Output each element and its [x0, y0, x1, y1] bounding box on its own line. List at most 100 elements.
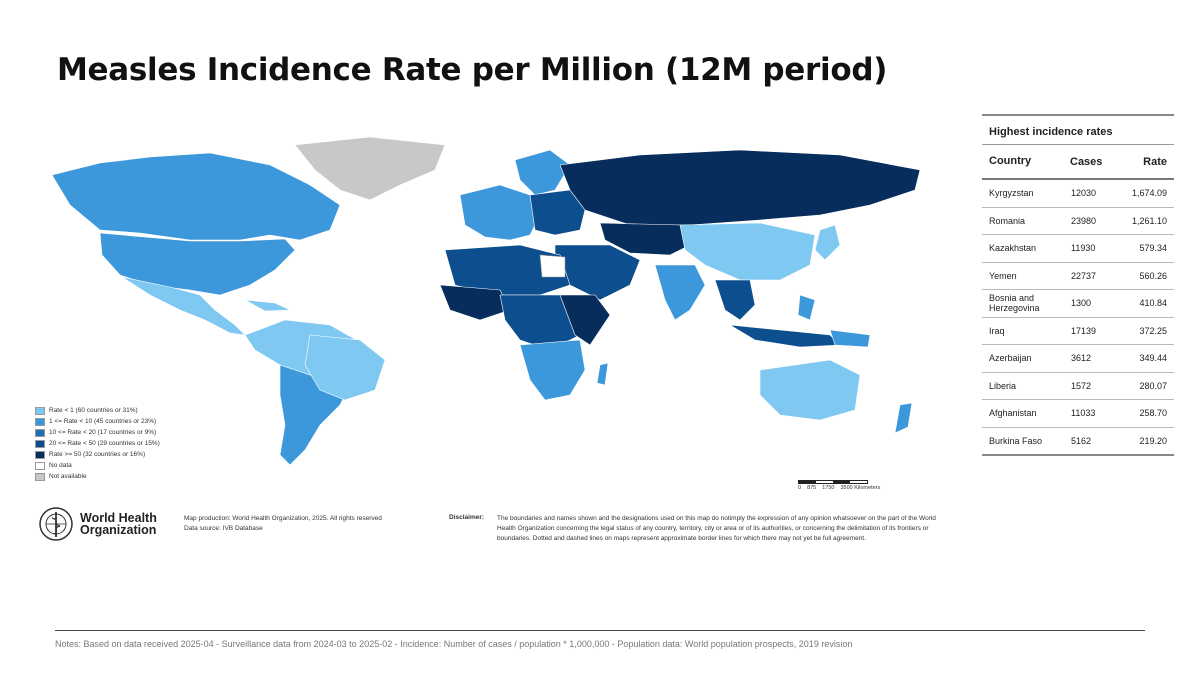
- legend-swatch: [35, 417, 45, 426]
- legend-swatch: [35, 428, 45, 437]
- cell-cases: 1572: [1071, 380, 1092, 391]
- table-row: Kazakhstan 11930 579.34: [982, 235, 1174, 263]
- disclaimer-text: The boundaries and names shown and the d…: [497, 515, 936, 542]
- footer-divider: [55, 630, 1145, 631]
- scale-label: 1750: [822, 485, 835, 491]
- cell-cases: 5162: [1071, 435, 1092, 446]
- cell-cases: 3612: [1071, 353, 1092, 364]
- map-legend: Rate < 1 (60 countries or 31%) 1 <= Rate …: [35, 405, 160, 482]
- cell-cases: 22737: [1071, 270, 1097, 281]
- legend-item: No data: [35, 460, 160, 471]
- table-row: Romania 23980 1,261.10: [982, 208, 1174, 235]
- region-brazil: [304, 334, 386, 401]
- table-row: Iraq 17139 372.25: [982, 318, 1174, 345]
- map-credits: Map production: World Health Organizatio…: [184, 514, 382, 534]
- legend-item: 20 <= Rate < 50 (29 countries or 15%): [35, 438, 160, 449]
- region-papua: [829, 329, 871, 348]
- table-row: Yemen 22737 560.26: [982, 263, 1174, 290]
- table-body: Kyrgyzstan 12030 1,674.09 Romania 23980 1,261…: [982, 180, 1174, 454]
- cell-cases: 11930: [1071, 243, 1096, 254]
- credits-production: Map production: World Health Organizatio…: [184, 515, 382, 522]
- region-africa-south: [519, 339, 586, 401]
- region-southeast-asia: [714, 279, 756, 321]
- cell-rate: 219.20: [1139, 435, 1167, 446]
- disclaimer-label: Disclaimer:: [449, 514, 485, 521]
- region-japan: [814, 224, 841, 261]
- legend-label: No data: [49, 462, 72, 469]
- region-caribbean: [244, 299, 291, 312]
- scale-label: 875: [807, 485, 817, 491]
- cell-rate: 1,674.09: [1131, 188, 1167, 199]
- cell-rate: 579.34: [1139, 243, 1167, 254]
- cell-rate: 372.25: [1139, 325, 1167, 336]
- scale-bar: 0 875 1750 3500 Kilometers: [798, 478, 880, 491]
- region-madagascar: [596, 362, 609, 386]
- legend-swatch: [35, 450, 45, 459]
- region-australia: [759, 359, 861, 421]
- table-row: Liberia 1572 280.07: [982, 373, 1174, 400]
- cell-rate: 349.44: [1139, 353, 1167, 364]
- who-emblem-icon: [39, 507, 73, 541]
- legend-label: Rate < 1 (60 countries or 31%): [49, 407, 138, 414]
- table-title: Highest incidence rates: [982, 116, 1174, 145]
- table-row: Azerbaijan 3612 349.44: [982, 345, 1174, 373]
- region-india: [654, 264, 706, 321]
- region-usa: [99, 232, 296, 296]
- cell-country: Azerbaijan: [989, 353, 1032, 364]
- cell-country: Yemen: [989, 270, 1017, 281]
- scale-label: 0: [798, 485, 802, 491]
- table-row: Burkina Faso 5162 219.20: [982, 428, 1174, 455]
- cell-country: Bosnia and Herzegovina: [989, 293, 1040, 314]
- cell-rate: 258.70: [1139, 408, 1167, 419]
- legend-label: Rate >= 50 (32 countries or 16%): [49, 451, 146, 458]
- region-philippines: [797, 294, 816, 321]
- who-logo: World Health Organization: [38, 506, 157, 542]
- header-cases: Cases: [1070, 156, 1103, 168]
- cell-country: Iraq: [989, 325, 1005, 336]
- region-europe-west: [459, 184, 541, 241]
- credits-source: Data source: IVB Database: [184, 525, 263, 532]
- cell-rate: 280.07: [1139, 380, 1167, 391]
- cell-country: Afghanistan: [989, 408, 1037, 419]
- cell-cases: 23980: [1071, 215, 1097, 226]
- cell-cases: 17139: [1071, 325, 1097, 336]
- region-indonesia: [729, 324, 841, 348]
- legend-label: 10 <= Rate < 20 (17 countries or 9%): [49, 429, 157, 436]
- legend-item: Rate < 1 (60 countries or 31%): [35, 405, 160, 416]
- legend-label: 20 <= Rate < 50 (29 countries or 15%): [49, 440, 160, 447]
- region-africa-west: [439, 284, 511, 321]
- who-name-line2: Organization: [80, 523, 157, 537]
- cell-rate: 410.84: [1139, 298, 1167, 309]
- world-map: [51, 136, 921, 466]
- legend-item: 10 <= Rate < 20 (17 countries or 9%): [35, 427, 160, 438]
- footer-notes: Notes: Based on data received 2025-04 - …: [55, 639, 853, 649]
- header-country: Country: [989, 155, 1032, 167]
- who-name-line1: World Health: [80, 511, 157, 525]
- legend-label: Not available: [49, 473, 87, 480]
- region-africa-east: [559, 294, 611, 346]
- legend-swatch: [35, 461, 45, 470]
- cell-country: Kazakhstan: [989, 243, 1037, 254]
- cell-country: Kyrgyzstan: [989, 188, 1034, 199]
- legend-swatch: [35, 472, 45, 481]
- region-scandinavia: [514, 149, 571, 196]
- region-middle-east: [554, 244, 641, 301]
- cell-cases: 11033: [1071, 408, 1096, 419]
- cell-cases: 1300: [1071, 298, 1092, 309]
- region-russia: [559, 149, 921, 226]
- region-china: [679, 222, 816, 281]
- scale-bar-graphic: [798, 480, 868, 484]
- legend-swatch: [35, 439, 45, 448]
- region-greenland: [294, 136, 446, 201]
- legend-item: Rate >= 50 (32 countries or 16%): [35, 449, 160, 460]
- cell-country: Romania: [989, 215, 1026, 226]
- table-row: Kyrgyzstan 12030 1,674.09: [982, 180, 1174, 208]
- cell-rate: 560.26: [1139, 270, 1167, 281]
- scale-label: 3500 Kilometers: [840, 485, 881, 491]
- region-canada: [51, 152, 341, 241]
- table-header-row: Country Cases Rate: [982, 145, 1174, 180]
- table-row: Bosnia and Herzegovina 1300 410.84: [982, 290, 1174, 318]
- header-rate: Rate: [1143, 156, 1167, 168]
- legend-item: 1 <= Rate < 10 (45 countries or 23%): [35, 416, 160, 427]
- cell-country: Burkina Faso: [989, 435, 1043, 446]
